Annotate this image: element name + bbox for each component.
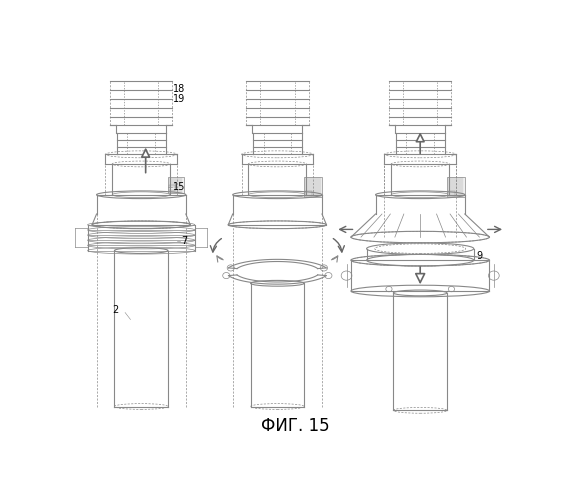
Text: 15: 15	[173, 182, 185, 192]
Text: 19: 19	[173, 94, 185, 104]
Text: 7: 7	[181, 236, 188, 246]
Text: ФИГ. 15: ФИГ. 15	[261, 418, 329, 436]
Text: 2: 2	[113, 305, 119, 316]
Bar	[304, 178, 322, 197]
Bar	[448, 190, 454, 196]
Bar	[168, 178, 184, 193]
Bar	[169, 184, 175, 191]
Bar	[305, 190, 312, 196]
Bar	[447, 178, 465, 197]
Text: 18: 18	[173, 84, 185, 94]
Text: 9: 9	[476, 252, 482, 262]
